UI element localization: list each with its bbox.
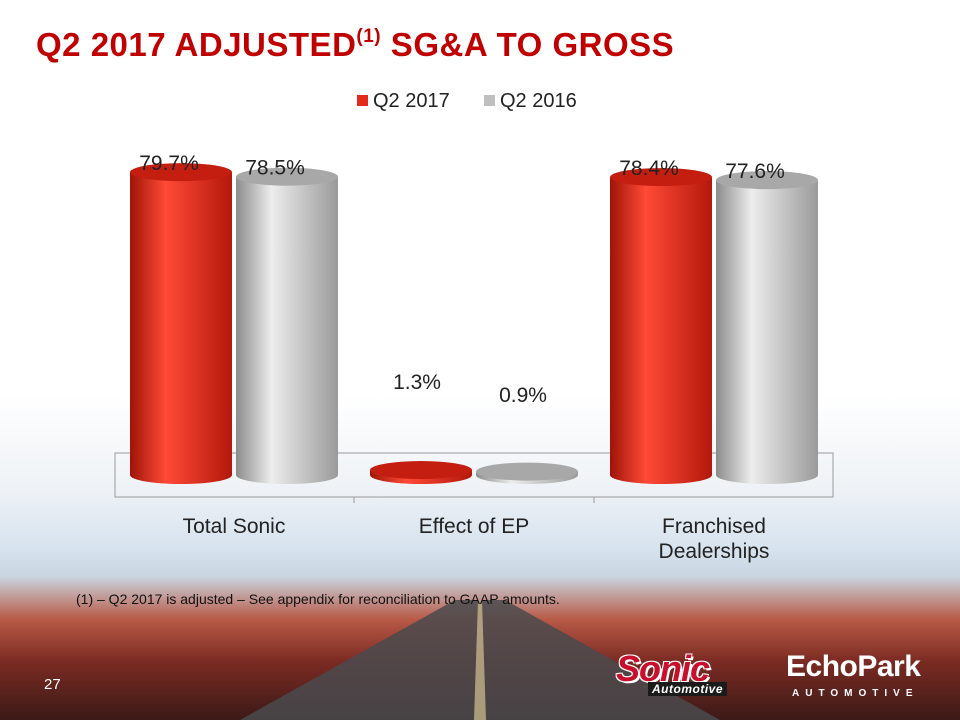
bar-q2-2016-total-sonic bbox=[236, 167, 338, 484]
bar-q2-2016-effect-of-ep bbox=[476, 462, 578, 484]
legend-item-q2-2017: Q2 2017 bbox=[357, 90, 450, 112]
category-label-effect-of-ep: Effect of EP bbox=[419, 515, 530, 538]
sga-to-gross-chart: Q2 2017 Q2 2016 79.7% 78.5% Total Sonic 1.3%… bbox=[114, 90, 834, 563]
echopark-automotive-logo: EchoPark AUTOMOTIVE bbox=[786, 650, 921, 699]
data-label-q2-2016-total-sonic: 78.5% bbox=[245, 157, 305, 180]
footnote: (1) – Q2 2017 is adjusted – See appendix… bbox=[76, 591, 560, 607]
data-label-q2-2017-total-sonic: 79.7% bbox=[139, 152, 199, 175]
sonic-automotive-logo: Sonic Automotive bbox=[612, 648, 758, 696]
data-label-q2-2016-effect-of-ep: 0.9% bbox=[499, 384, 547, 407]
category-label-total-sonic: Total Sonic bbox=[183, 515, 286, 538]
category-label-franchised-dealerships: Franchised Dealerships bbox=[659, 515, 770, 563]
bar-q2-2017-total-sonic bbox=[130, 163, 232, 484]
chart-legend: Q2 2017 Q2 2016 bbox=[357, 90, 577, 112]
legend-item-q2-2016: Q2 2016 bbox=[484, 90, 577, 112]
data-label-q2-2017-effect-of-ep: 1.3% bbox=[393, 371, 441, 394]
data-label-q2-2017-franchised-dealerships: 78.4% bbox=[619, 157, 679, 180]
road-background bbox=[240, 600, 720, 720]
svg-text:Q2 2016: Q2 2016 bbox=[500, 90, 577, 112]
page-title: Q2 2017 ADJUSTED(1) SG&A TO GROSS bbox=[36, 26, 675, 63]
bar-q2-2016-franchised-dealerships bbox=[716, 171, 818, 484]
data-label-q2-2016-franchised-dealerships: 77.6% bbox=[725, 160, 785, 183]
page-number: 27 bbox=[44, 676, 61, 693]
svg-text:Q2 2017: Q2 2017 bbox=[373, 90, 450, 112]
bar-q2-2017-franchised-dealerships bbox=[610, 168, 712, 484]
bar-q2-2017-effect-of-ep bbox=[370, 461, 472, 484]
